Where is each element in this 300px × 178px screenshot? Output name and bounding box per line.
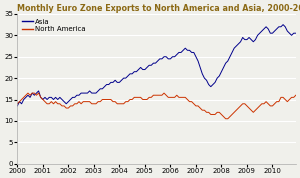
Asia — [100, 88, 104, 90]
North America — [245, 105, 249, 107]
North America — [41, 98, 45, 101]
Text: Monthly Euro Zone Exports to North America and Asia, 2000-2010 (billion Euro): Monthly Euro Zone Exports to North Ameri… — [17, 4, 300, 13]
Asia — [239, 41, 242, 43]
Asia — [50, 96, 53, 98]
Line: North America: North America — [17, 93, 296, 119]
Legend: Asia, North America: Asia, North America — [21, 17, 87, 34]
Asia — [281, 23, 285, 26]
Asia — [39, 96, 43, 98]
North America — [103, 98, 106, 101]
Asia — [16, 105, 19, 107]
Asia — [241, 36, 244, 39]
North America — [224, 118, 227, 120]
North America — [26, 92, 30, 94]
North America — [16, 103, 19, 105]
North America — [111, 101, 115, 103]
North America — [243, 103, 247, 105]
North America — [294, 94, 298, 96]
Asia — [109, 81, 113, 83]
Asia — [294, 32, 298, 34]
North America — [52, 103, 55, 105]
Line: Asia: Asia — [17, 25, 296, 106]
